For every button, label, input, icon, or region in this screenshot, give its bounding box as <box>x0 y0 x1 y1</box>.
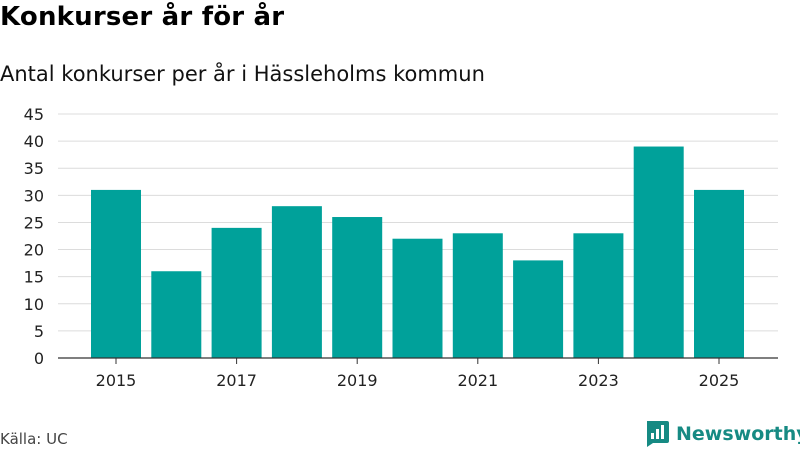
x-tick-label: 2015 <box>96 371 137 390</box>
bar-2022 <box>513 260 564 358</box>
x-tick-label: 2019 <box>337 371 378 390</box>
x-tick-label: 2021 <box>457 371 498 390</box>
bar-2020 <box>392 238 443 358</box>
y-tick-label: 15 <box>24 268 44 287</box>
bar-2015 <box>91 189 141 358</box>
bar-2016 <box>151 271 202 358</box>
brand-name: Newsworthy <box>676 423 800 445</box>
brand-logo: Newsworthy <box>644 420 800 448</box>
x-tick-label: 2025 <box>699 371 740 390</box>
chart-title: Konkurser år för år <box>0 2 285 32</box>
y-tick-label: 35 <box>24 159 44 178</box>
x-axis-tick-labels: 2015 2017 2019 2021 2023 2025 <box>96 358 740 390</box>
bar-2023 <box>573 233 624 358</box>
bar-2024 <box>633 146 684 358</box>
bar-2017 <box>211 227 262 358</box>
x-tick-label: 2017 <box>216 371 257 390</box>
bar-2019 <box>332 217 383 358</box>
y-tick-label: 25 <box>24 213 44 232</box>
source-note: Källa: UC <box>0 430 68 448</box>
bar-2018 <box>271 206 322 358</box>
bar-2021 <box>452 233 503 358</box>
y-tick-label: 45 <box>24 105 44 124</box>
newsworthy-logo-icon <box>647 421 669 447</box>
y-tick-label: 30 <box>24 186 44 205</box>
y-tick-label: 20 <box>24 241 44 260</box>
y-tick-label: 40 <box>24 132 44 151</box>
y-tick-label: 0 <box>34 349 44 368</box>
y-tick-label: 5 <box>34 322 44 341</box>
x-tick-label: 2023 <box>578 371 619 390</box>
bars <box>91 146 744 358</box>
y-tick-label: 10 <box>24 295 44 314</box>
y-axis-tick-labels: 0 5 10 15 20 25 30 35 40 45 <box>24 105 44 368</box>
bar-2025 <box>694 189 744 358</box>
chart-subtitle: Antal konkurser per år i Hässleholms kom… <box>0 62 485 86</box>
